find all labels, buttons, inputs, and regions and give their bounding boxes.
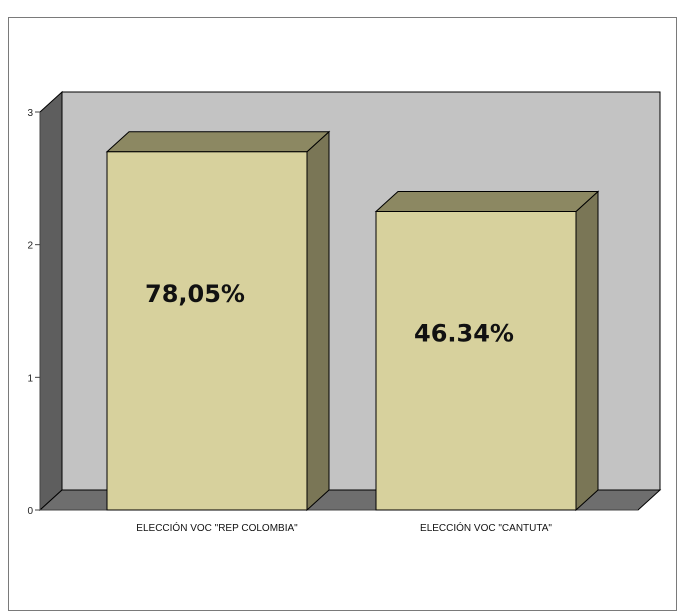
x-category-label: ELECCIÓN VOC "CANTUTA" <box>420 521 552 534</box>
bar-top <box>105 131 331 153</box>
y-tick-label: 1 <box>27 373 33 384</box>
y-tick-label: 3 <box>27 108 33 119</box>
bar: 78,05% <box>105 130 331 512</box>
bars: 78,05% 46.34% <box>105 130 600 512</box>
y-ticks: 0 1 2 3 <box>27 108 40 517</box>
bar: 46.34% <box>374 190 600 512</box>
bar-data-label: 46.34% <box>414 320 514 348</box>
bar-front <box>375 211 577 511</box>
bar-data-label: 78,05% <box>145 280 245 308</box>
bar-side <box>306 130 330 512</box>
y-tick-label: 2 <box>27 241 33 252</box>
x-category-label: ELECCIÓN VOC "REP COLOMBIA" <box>136 521 298 534</box>
bar-side <box>575 190 599 512</box>
left-wall <box>39 90 63 512</box>
y-tick-label: 0 <box>27 506 33 517</box>
bar-front <box>106 151 308 511</box>
bar-top <box>374 191 600 212</box>
category-labels: ELECCIÓN VOC "REP COLOMBIA" ELECCIÓN VOC … <box>136 521 552 534</box>
